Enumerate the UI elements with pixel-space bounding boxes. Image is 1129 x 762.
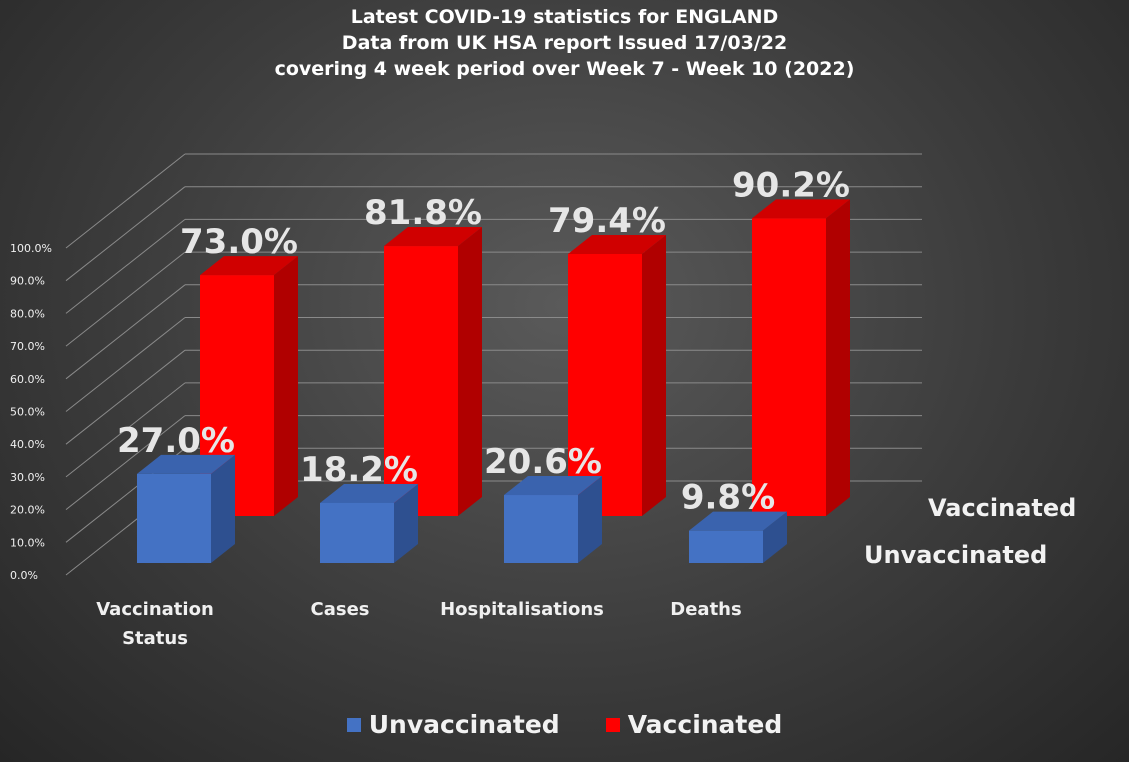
bar-vaccinated-deaths-top xyxy=(752,199,850,219)
bar-vaccinated-cases-front xyxy=(384,246,458,516)
depth-axis-label-vaccinated: Vaccinated xyxy=(928,494,1076,522)
data-label-vaccinated-deaths: 90.2% xyxy=(732,165,850,205)
y-tick-label: 60.0% xyxy=(10,373,45,386)
bar-vaccinated-hospitalisations-front xyxy=(568,253,642,517)
bar-unvaccinated-cases-top xyxy=(320,483,418,503)
title-line-2: Data from UK HSA report Issued 17/03/22 xyxy=(341,32,788,54)
y-tick-label: 30.0% xyxy=(10,471,45,484)
title-line-3: covering 4 week period over Week 7 - Wee… xyxy=(274,58,855,80)
x-tick-label-hospitalisations: Hospitalisations xyxy=(440,599,604,620)
bar-unvaccinated-deaths-top xyxy=(689,511,787,531)
depth-axis-label-unvaccinated: Unvaccinated xyxy=(864,541,1047,569)
x-tick-label-deaths: Deaths xyxy=(670,599,741,620)
gridline-side xyxy=(65,349,186,445)
y-tick-label: 50.0% xyxy=(10,406,45,419)
bar-unvaccinated-cases xyxy=(320,483,418,563)
data-label-vaccinated-cases: 81.8% xyxy=(364,193,482,233)
data-label-unvaccinated-hospitalisations: 20.6% xyxy=(484,442,602,482)
data-label-vaccinated-hospitalisations: 79.4% xyxy=(548,201,666,241)
gridline-side xyxy=(65,317,186,412)
chart-plot: 0.0% 10.0% 20.0% 30.0% 40.0% 50.0% 60.0% 70.0% 8… xyxy=(10,153,1076,649)
y-tick-label: 90.0% xyxy=(10,275,45,288)
gridline-side xyxy=(65,382,186,478)
bar-unvaccinated-hospitalisations-side xyxy=(578,476,602,563)
data-label-vaccinated-vaccination-status: 73.0% xyxy=(180,222,298,262)
legend-label-unvaccinated: Unvaccinated xyxy=(368,710,560,739)
bar-unvaccinated-cases-front xyxy=(320,502,394,563)
y-tick-label: 70.0% xyxy=(10,340,45,353)
legend-entry-unvaccinated: Unvaccinated xyxy=(346,710,560,739)
legend-label-vaccinated: Vaccinated xyxy=(627,710,783,739)
gridline-side xyxy=(65,415,186,510)
bar-unvaccinated-hospitalisations xyxy=(504,476,602,563)
y-tick-label: 80.0% xyxy=(10,307,45,320)
title-line-1: Latest COVID-19 statistics for ENGLAND xyxy=(350,6,779,28)
legend-entry-vaccinated: Vaccinated xyxy=(605,710,783,739)
legend-swatch-unvaccinated xyxy=(346,717,361,732)
bar-vaccinated-cases xyxy=(384,227,482,516)
x-tick-label-cases: Cases xyxy=(311,599,370,620)
y-tick-label: 40.0% xyxy=(10,438,45,451)
data-label-unvaccinated-cases: 18.2% xyxy=(300,450,418,490)
bar-vaccinated-vaccination-status-top xyxy=(200,256,298,276)
gridline-side xyxy=(65,219,186,314)
y-tick-label: 0.0% xyxy=(10,569,38,582)
bar-vaccinated-hospitalisations-top xyxy=(568,234,666,254)
bar-vaccinated-deaths-side xyxy=(826,199,850,516)
bar-vaccinated-hospitalisations-side xyxy=(642,234,666,517)
bar-vaccinated-deaths-front xyxy=(752,218,826,516)
gridline-side xyxy=(65,251,186,347)
y-tick-label: 100.0% xyxy=(10,242,52,255)
gridline-side xyxy=(65,186,186,282)
bar-unvaccinated-vaccination-status-front xyxy=(137,473,211,563)
bar-unvaccinated-cases-side xyxy=(394,483,418,563)
y-tick-label: 10.0% xyxy=(10,536,45,549)
bar-vaccinated-hospitalisations xyxy=(568,234,666,517)
x-tick-label-vaccination-status: Vaccination Status xyxy=(96,599,214,649)
bar-unvaccinated-deaths-front xyxy=(689,530,763,563)
bar-vaccinated-cases-side xyxy=(458,227,482,516)
bar-vaccinated-deaths xyxy=(752,199,850,516)
bar-vaccinated-cases-top xyxy=(384,227,482,247)
bar-unvaccinated-vaccination-status-side xyxy=(211,454,235,563)
y-tick-label: 20.0% xyxy=(10,504,45,517)
gridline-side xyxy=(65,284,186,380)
legend-swatch-vaccinated xyxy=(605,717,620,732)
bar-unvaccinated-hospitalisations-front xyxy=(504,495,578,563)
bar-unvaccinated-deaths-side xyxy=(763,511,787,563)
bar-unvaccinated-hospitalisations-top xyxy=(504,476,602,496)
legend: Unvaccinated Vaccinated xyxy=(0,710,1129,739)
chart-title: Latest COVID-19 statistics for ENGLAND D… xyxy=(0,4,1129,82)
bar-vaccinated-vaccination-status-side xyxy=(274,256,298,516)
gridline-side xyxy=(65,153,186,249)
data-label-unvaccinated-vaccination-status: 27.0% xyxy=(117,421,235,461)
bar-unvaccinated-vaccination-status xyxy=(137,454,235,563)
data-label-unvaccinated-deaths: 9.8% xyxy=(681,478,775,518)
bar-unvaccinated-vaccination-status-top xyxy=(137,454,235,474)
bar-unvaccinated-deaths xyxy=(689,511,787,563)
